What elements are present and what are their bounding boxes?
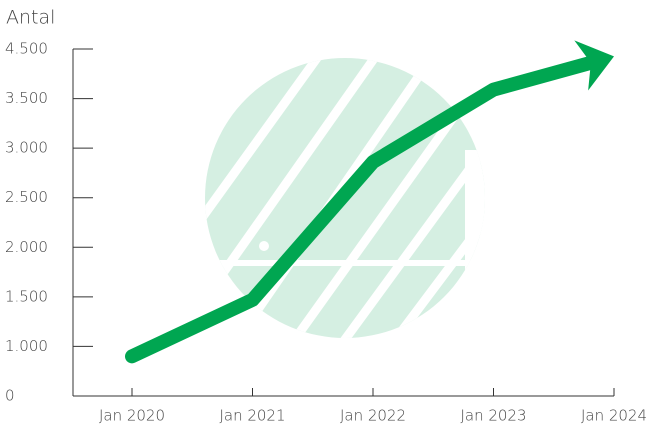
x-tick-label: Jan 2020 [99,407,165,425]
y-tick-label: 1.000 [5,337,48,355]
x-tick-label: Jan 2024 [581,407,647,425]
y-tick-label: 4.500 [5,40,48,58]
data-line [125,55,600,364]
y-tick-label: 2.000 [5,238,48,256]
y-axis-label: Antal [6,7,55,29]
x-tick-label: Jan 2021 [219,407,285,425]
arrow-head [574,40,614,91]
y-tick-label: 1.500 [5,287,48,305]
y-tick-label: 2.500 [5,188,48,206]
x-tick-label: Jan 2022 [340,407,406,425]
x-tick-label: Jan 2023 [460,407,526,425]
y-tick-label: 3.500 [5,89,48,107]
y-tick-label: 0 [5,387,15,405]
y-tick-label: 3.000 [5,139,48,157]
